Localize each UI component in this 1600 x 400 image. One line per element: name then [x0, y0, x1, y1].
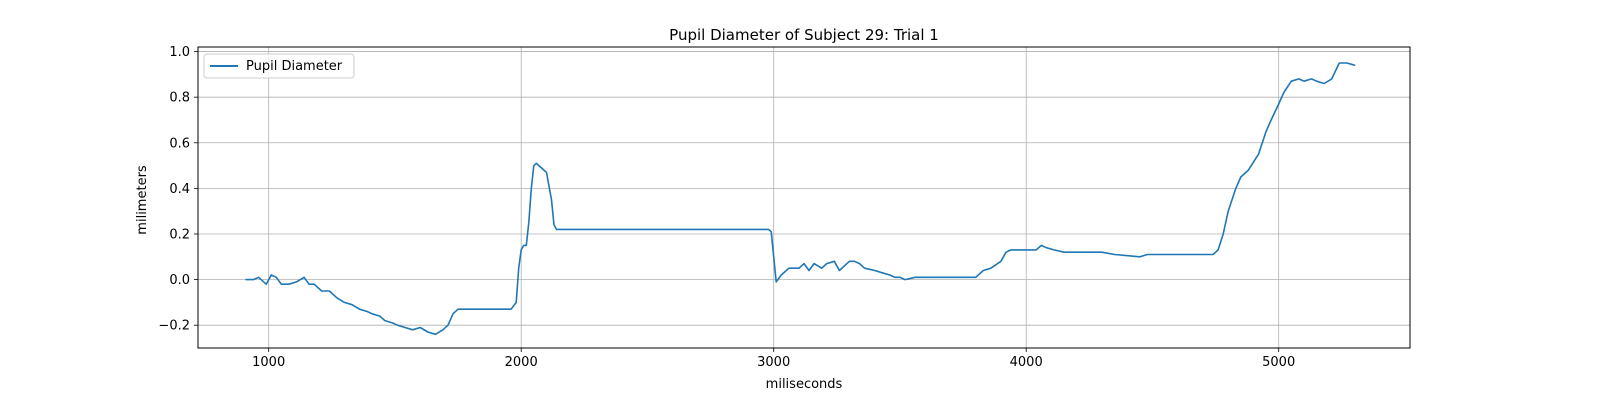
y-tick-label: 1.0 — [169, 45, 190, 60]
y-tick-label: −0.2 — [158, 319, 190, 334]
plot-area-frame — [197, 46, 1411, 349]
x-tick-label: 4000 — [1010, 355, 1043, 370]
legend-box — [203, 53, 355, 79]
y-axis-ticks: −0.2 0.0 0.2 0.4 0.6 0.8 1.0 — [158, 45, 198, 334]
plot-lines — [245, 62, 1356, 336]
x-tick-label: 5000 — [1262, 355, 1295, 370]
series-line-pupil-diameter — [245, 62, 1356, 336]
x-axis-label: miliseconds — [766, 377, 843, 392]
x-tick-label: 3000 — [757, 355, 790, 370]
legend-label: Pupil Diameter — [246, 59, 343, 74]
chart-title: Pupil Diameter of Subject 29: Trial 1 — [669, 26, 939, 44]
grid — [198, 47, 1410, 348]
x-tick-label: 1000 — [252, 355, 285, 370]
y-tick-label: 0.6 — [169, 136, 190, 151]
legend: Pupil Diameter — [203, 53, 355, 79]
y-tick-label: 0.0 — [169, 273, 190, 288]
y-tick-label: 0.4 — [169, 182, 190, 197]
y-axis-label: milimeters — [135, 165, 150, 235]
x-axis-ticks: 1000 2000 3000 4000 5000 — [252, 348, 1295, 370]
y-tick-label: 0.8 — [169, 91, 190, 106]
y-tick-label: 0.2 — [169, 227, 190, 242]
x-tick-label: 2000 — [505, 355, 538, 370]
